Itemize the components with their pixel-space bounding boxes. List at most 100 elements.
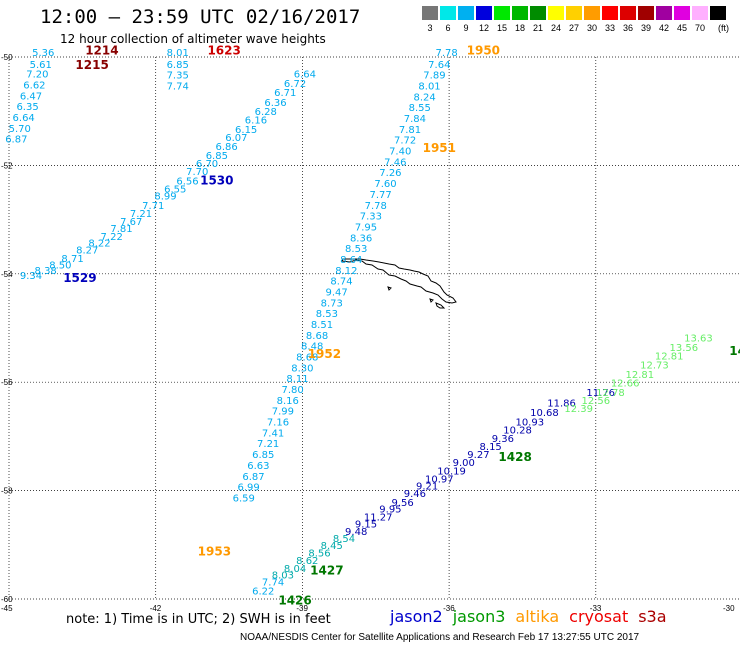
wave-height-value: 6.35 [16, 102, 38, 113]
wave-height-value: 10.68 [530, 408, 559, 419]
wave-height-value: 9.47 [325, 287, 347, 298]
wave-height-value: 8.27 [76, 246, 98, 257]
wave-height-value: 9.56 [392, 498, 414, 509]
pass-time-label: 1530 [200, 173, 233, 187]
wave-height-value: 8.01 [167, 48, 189, 59]
pass-time-label: 1426 [278, 593, 311, 607]
wave-height-value: 9.48 [345, 527, 367, 538]
colorbar-swatch [476, 6, 492, 20]
longitude-label: -33 [590, 604, 602, 613]
longitude-label: -30 [723, 604, 735, 613]
wave-height-value: 6.86 [215, 142, 237, 153]
pass-time-label: 1215 [75, 58, 108, 72]
wave-height-value: 8.16 [277, 396, 299, 407]
latitude-label: -50 [1, 53, 13, 62]
wave-height-value: 8.62 [296, 556, 318, 567]
wave-height-value: 7.22 [101, 232, 123, 243]
wave-height-value: 7.60 [374, 179, 396, 190]
longitude-label: -39 [296, 604, 308, 613]
wave-height-value: 6.22 [252, 587, 274, 598]
wave-height-value: 8.38 [35, 266, 57, 277]
colorbar-swatch [674, 6, 690, 20]
colorbar-swatch [530, 6, 546, 20]
wave-height-value: 7.71 [142, 201, 164, 212]
wave-height-value: 8.12 [335, 266, 357, 277]
wave-height-value: 7.95 [355, 222, 377, 233]
wave-height-value: 8.53 [345, 244, 367, 255]
wave-height-value: 7.64 [428, 60, 450, 71]
wave-height-value: 8.22 [88, 239, 110, 250]
wave-height-value: 8.53 [316, 309, 338, 320]
wave-height-value: 8.04 [284, 564, 306, 575]
wave-height-value: 12.39 [564, 404, 593, 415]
wave-height-value: 7.78 [436, 48, 458, 59]
wave-height-value: 6.64 [13, 113, 35, 124]
satellite-legend-item: s3a [638, 607, 667, 626]
colorbar-swatch [440, 6, 456, 20]
colorbar-label: 36 [622, 23, 633, 33]
longitude-label: -36 [443, 604, 455, 613]
pass-time-label: 1953 [198, 545, 231, 559]
latitude-label: -54 [1, 270, 13, 279]
wave-height-value: 7.81 [399, 125, 421, 136]
wave-height-value: 6.87 [5, 135, 27, 146]
wave-height-value: 10.19 [437, 466, 466, 477]
altimeter-tracks: 5.365.617.206.626.476.356.645.706.879.34… [5, 48, 713, 598]
colorbar-swatch [512, 6, 528, 20]
wave-height-value: 6.62 [23, 80, 45, 91]
colorbar-label: 3 [427, 23, 433, 33]
wave-height-value: 7.77 [370, 190, 392, 201]
pass-time-label: 1529 [63, 271, 96, 285]
footer-credit: NOAA/NESDIS Center for Satellite Applica… [240, 632, 640, 643]
wave-height-value: 8.74 [330, 277, 352, 288]
colorbar-label: 15 [496, 23, 507, 33]
wave-height-value: 8.24 [414, 92, 436, 103]
latitude-label: -56 [1, 378, 13, 387]
wave-height-value: 10.28 [503, 426, 532, 437]
wave-height-value: 12.66 [611, 379, 640, 390]
colorbar-swatch [656, 6, 672, 20]
wave-height-value: 9.21 [416, 482, 438, 493]
wave-height-value: 6.15 [235, 125, 257, 136]
satellite-legend-item: altika [515, 607, 560, 626]
latitude-label: -58 [1, 487, 13, 496]
wave-height-value: 10.93 [515, 418, 544, 429]
wave-height-value: 6.70 [196, 159, 218, 170]
map-gridlines [8, 56, 740, 600]
wave-height-value: 9.00 [453, 458, 475, 469]
colorbar-label: 21 [532, 23, 543, 33]
colorbar-swatch [422, 6, 438, 20]
wave-height-value: 7.78 [365, 201, 387, 212]
wave-height-value: 7.41 [262, 428, 284, 439]
wave-height-value: 7.81 [110, 224, 132, 235]
wave-height-value: 7.21 [257, 439, 279, 450]
wave-height-value: 8.68 [306, 331, 328, 342]
wave-height-value: 7.72 [394, 136, 416, 147]
colorbar-swatch [620, 6, 636, 20]
wave-height-value: 7.70 [186, 167, 208, 178]
colorbar-label: 12 [478, 23, 489, 33]
wave-height-value: 7.21 [130, 209, 152, 220]
pass-time-label: 1951 [423, 141, 456, 155]
map-subtitle: 12 hour collection of altimeter wave hei… [60, 32, 326, 46]
longitude-label: -42 [150, 604, 162, 613]
satellite-legend: jason2 jason3 altika cryosat s3a [390, 607, 677, 626]
colorbar-label: 45 [676, 23, 687, 33]
wave-height-value: 11.76 [586, 388, 615, 399]
colorbar-label: 33 [604, 23, 615, 33]
wave-height-value: 8.71 [61, 254, 83, 265]
colorbar-swatch [584, 6, 600, 20]
colorbar-swatch [494, 6, 510, 20]
wave-height-value: 8.11 [286, 374, 308, 385]
pass-time-label: 14 [729, 344, 740, 358]
map-title: 12:00 – 23:59 UTC 02/16/2017 [40, 6, 361, 28]
wave-height-value: 8.56 [308, 549, 330, 560]
footer-note: note: 1) Time is in UTC; 2) SWH is in fe… [66, 612, 331, 627]
wave-height-value: 7.74 [262, 577, 284, 588]
wave-height-value: 5.61 [30, 60, 52, 71]
colorbar-swatch [638, 6, 654, 20]
colorbar-unit: (ft) [718, 23, 729, 33]
wave-height-value: 7.74 [167, 82, 189, 93]
wave-height-value: 7.16 [267, 418, 289, 429]
